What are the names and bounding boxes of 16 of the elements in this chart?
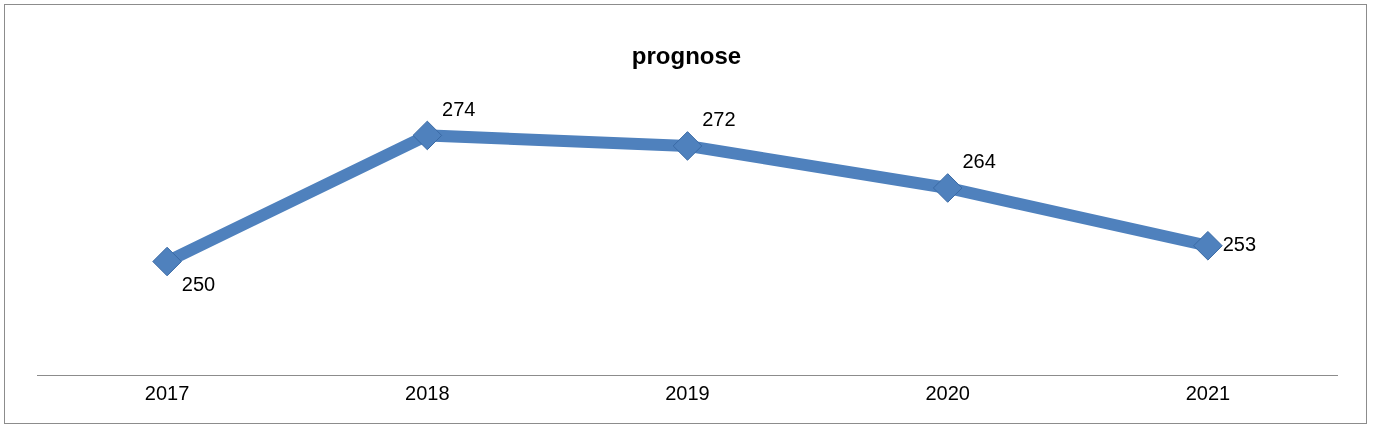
data-label: 274 [442,97,476,120]
x-tick-label: 2018 [405,382,450,404]
data-label: 264 [962,150,996,173]
x-tick-label: 2021 [1185,382,1231,404]
x-tick-label: 2017 [144,382,190,404]
point [932,173,963,203]
x-tick-label: 2019 [665,382,710,404]
x-tick-label: 2020 [925,382,970,404]
point [672,131,703,161]
data-label: 253 [1222,232,1257,255]
data-label: 250 [181,273,216,296]
point [1193,230,1223,261]
data-label: 272 [702,108,736,131]
chart-title: prognose [631,41,742,69]
point [152,246,182,277]
point [412,120,443,151]
